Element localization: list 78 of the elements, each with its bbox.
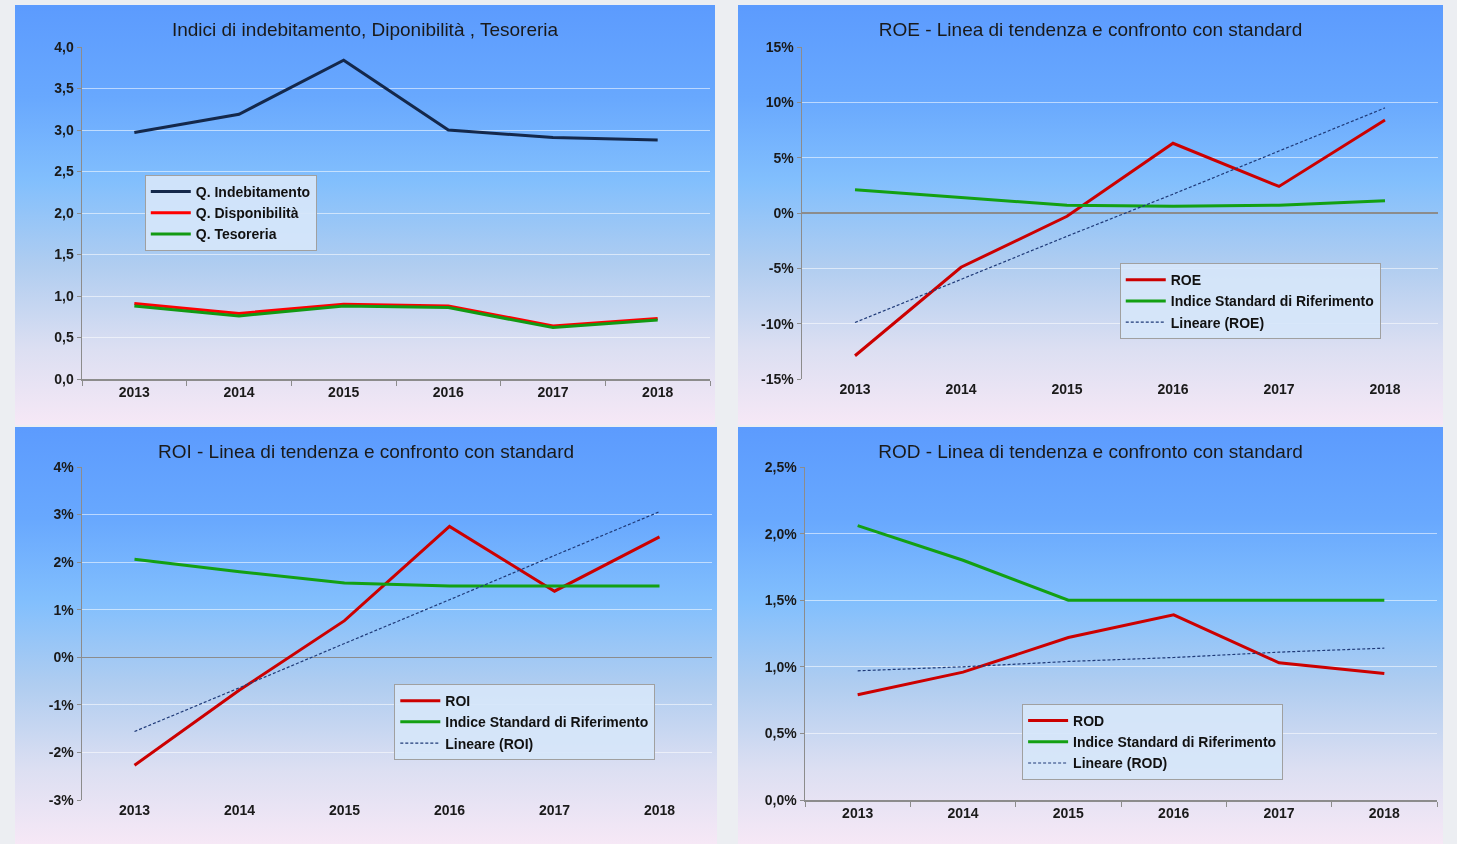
legend-label: Lineare (ROD) xyxy=(1073,755,1168,772)
y-tick-label: 0% xyxy=(773,204,795,221)
x-tick-label: 2016 xyxy=(1158,805,1190,822)
legend-label: ROE xyxy=(1170,272,1202,289)
x-tick-label: 2015 xyxy=(328,384,360,401)
x-tick-label: 2017 xyxy=(537,384,569,401)
y-tick-label: 4,0 xyxy=(54,38,74,55)
y-tick-label: 0% xyxy=(53,649,75,666)
legend-label: Q. Disponibilità xyxy=(195,205,299,222)
y-tick-label: 10% xyxy=(765,94,795,111)
x-tick-label: 2016 xyxy=(433,802,466,818)
line-series xyxy=(133,557,661,588)
x-tick-label: 2013 xyxy=(118,384,151,401)
legend-label: ROD xyxy=(1073,713,1105,730)
y-tick-label: 3,5 xyxy=(54,80,74,97)
y-tick-label: 2,5% xyxy=(764,458,798,475)
x-tick-label: 2015 xyxy=(1052,805,1085,822)
y-tick-label: 2,0 xyxy=(54,204,74,221)
legend-label: Indice Standard di Riferimento xyxy=(1170,293,1374,310)
y-tick-label: 0,0% xyxy=(764,791,798,808)
y-tick-label: -3% xyxy=(48,791,75,808)
chart-title: Indici di indebitamento, Diponibilità , Tesoreria xyxy=(171,18,559,40)
x-tick-label: 2017 xyxy=(1263,805,1295,822)
legend-label: Indice Standard di Riferimento xyxy=(445,714,649,731)
legend-label: Q. Indebitamento xyxy=(195,184,311,201)
chart-title: ROI - Linea di tendenza e confronto con standard xyxy=(157,440,575,462)
x-tick-label: 2017 xyxy=(538,802,571,818)
y-tick-label: -10% xyxy=(761,315,795,332)
line-series xyxy=(853,118,1387,358)
y-tick-label: 5% xyxy=(773,149,795,166)
line-series xyxy=(133,511,661,733)
x-tick-label: 2017 xyxy=(1263,381,1295,397)
y-tick-label: 3% xyxy=(53,506,75,523)
line-series xyxy=(133,524,661,767)
y-tick-label: 0,5% xyxy=(764,725,798,742)
y-tick-label: -1% xyxy=(48,696,75,713)
line-series xyxy=(132,58,660,142)
y-tick-label: -5% xyxy=(768,260,795,277)
x-tick-label: 2014 xyxy=(223,384,255,401)
y-tick-label: 1,5 xyxy=(54,246,74,263)
x-tick-label: 2013 xyxy=(118,802,151,818)
x-tick-label: 2015 xyxy=(1051,381,1083,397)
legend-label: Lineare (ROE) xyxy=(1170,314,1265,331)
chart-title: ROE - Linea di tendenza e confronto con standard xyxy=(878,18,1303,40)
y-tick-label: 2,5 xyxy=(54,163,74,180)
x-tick-label: 2018 xyxy=(1368,805,1401,822)
legend-label: Indice Standard di Riferimento xyxy=(1073,734,1277,751)
y-tick-label: 4% xyxy=(53,458,75,475)
x-tick-label: 2013 xyxy=(839,381,871,397)
x-tick-label: 2015 xyxy=(328,802,361,818)
y-tick-label: -2% xyxy=(48,744,75,761)
x-tick-label: 2018 xyxy=(643,802,676,818)
x-tick-label: 2014 xyxy=(223,802,256,818)
legend-label: ROI xyxy=(445,693,471,710)
y-tick-label: 15% xyxy=(765,38,795,55)
y-tick-label: 1,0% xyxy=(764,658,798,675)
x-tick-label: 2014 xyxy=(945,381,977,397)
line-series xyxy=(853,188,1387,208)
x-tick-label: 2018 xyxy=(642,384,674,401)
y-tick-label: 3,0 xyxy=(54,121,74,138)
y-tick-label: 0,0 xyxy=(54,370,74,387)
chart-title: ROD - Linea di tendenza e confronto con standard xyxy=(878,440,1303,462)
x-tick-label: 2013 xyxy=(842,805,874,822)
y-tick-label: 2,0% xyxy=(764,525,798,542)
legend-label: Q. Tesoreria xyxy=(195,226,277,243)
y-tick-label: 2% xyxy=(53,554,75,571)
y-tick-label: 1,5% xyxy=(764,592,798,609)
y-tick-label: -15% xyxy=(761,370,795,387)
line-series xyxy=(857,647,1385,672)
x-tick-label: 2014 xyxy=(947,805,979,822)
y-tick-label: 1% xyxy=(53,601,75,618)
y-tick-label: 0,5 xyxy=(54,329,74,346)
x-tick-label: 2016 xyxy=(1157,381,1189,397)
line-series xyxy=(856,613,1386,697)
x-tick-label: 2016 xyxy=(432,384,465,401)
x-tick-label: 2018 xyxy=(1369,381,1401,397)
legend-label: Lineare (ROI) xyxy=(445,735,534,752)
y-tick-label: 1,0 xyxy=(54,287,74,304)
